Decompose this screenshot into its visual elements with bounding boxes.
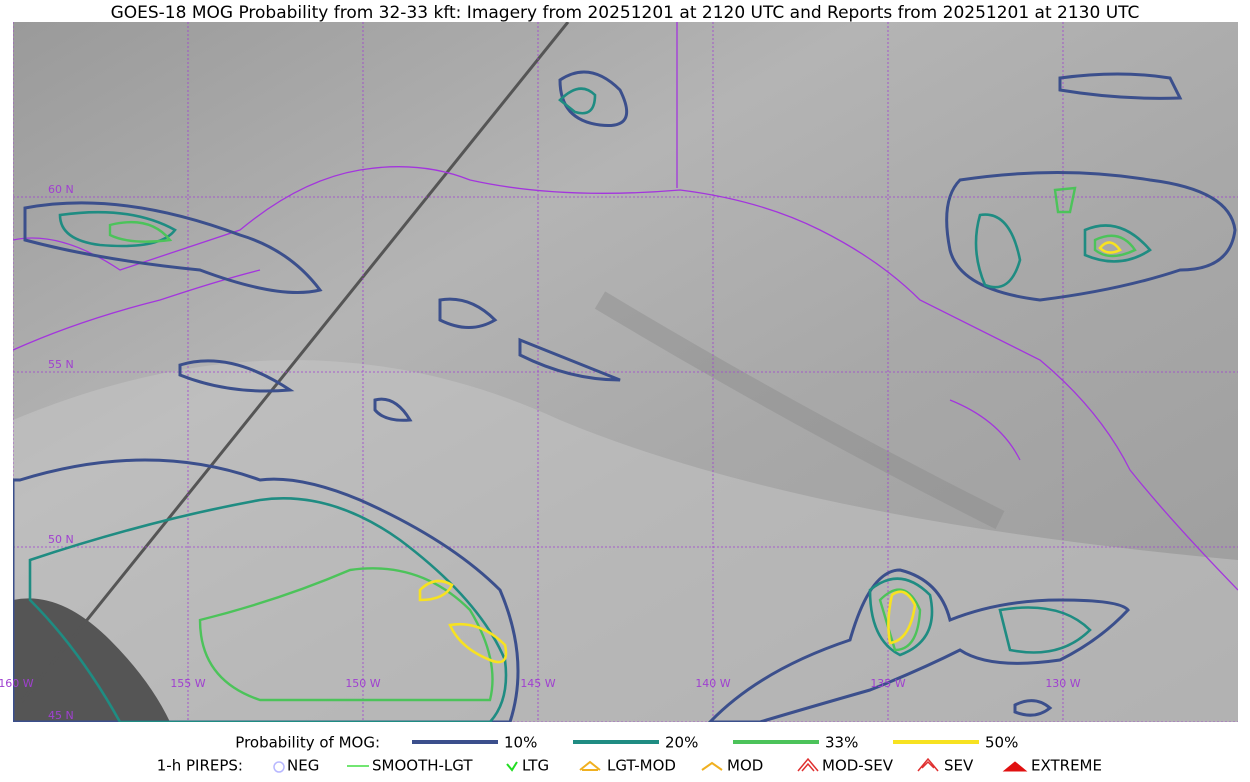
legend-label: MOD-SEV: [822, 757, 894, 775]
contour: [448, 622, 508, 664]
lon-label: 150 W: [345, 677, 380, 690]
contour: [887, 590, 917, 645]
legend-label: NEG: [287, 757, 319, 775]
legend-label: SEV: [944, 757, 974, 775]
scan-edge: [13, 22, 570, 713]
contour: [998, 606, 1092, 654]
pirep-icon: [797, 757, 819, 772]
contour: [438, 297, 498, 329]
legend-label: 50%: [985, 734, 1018, 752]
contour: [558, 70, 629, 128]
contour: [558, 87, 597, 115]
lon-label: 145 W: [520, 677, 555, 690]
contour: [108, 221, 173, 243]
contour: [868, 577, 934, 657]
lon-label: 160 W: [0, 677, 34, 690]
pirep-icon: [701, 761, 723, 771]
legend-label: LTG: [522, 757, 549, 775]
contour: [1093, 234, 1137, 258]
contour: [373, 397, 413, 422]
coastline: [949, 399, 1021, 461]
legend-label: LGT-MOD: [607, 757, 676, 775]
contour: [178, 359, 295, 393]
contour: [28, 497, 508, 722]
lon-label: 140 W: [695, 677, 730, 690]
legend-label: 10%: [504, 734, 537, 752]
contour: [1058, 72, 1183, 100]
contour: [418, 579, 454, 602]
lat-label: 60 N: [48, 183, 74, 196]
pirep-icon: [579, 760, 601, 771]
lat-label: 55 N: [48, 358, 74, 371]
coastline: [13, 269, 261, 351]
dark-region: [13, 598, 170, 722]
lat-label: 50 N: [48, 533, 74, 546]
contour: [945, 171, 1237, 302]
contour: [518, 337, 621, 382]
legend-label: EXTREME: [1031, 757, 1102, 775]
legend-label: SMOOTH-LGT: [372, 757, 473, 775]
contour: [198, 567, 494, 702]
legend-label: MOD: [727, 757, 763, 775]
contour: [878, 588, 922, 652]
pirep-icon: [1002, 761, 1028, 772]
lon-label: 130 W: [1045, 677, 1080, 690]
contour: [1013, 699, 1053, 717]
legend: Probability of MOG: 10% 20% 33% 50% 1-h PIREP…: [157, 734, 1102, 775]
contour: [1053, 186, 1077, 214]
contour: [707, 568, 1130, 722]
legend-heading: 1-h PIREPS:: [157, 757, 243, 775]
contour: [1098, 241, 1122, 254]
lat-label: 45 N: [48, 709, 74, 722]
contour: [13, 458, 520, 722]
legend-heading: Probability of MOG:: [235, 734, 380, 752]
coastline: [13, 166, 1238, 591]
lon-label: 135 W: [870, 677, 905, 690]
dry-band: [594, 291, 1005, 529]
lon-label: 155 W: [170, 677, 205, 690]
pirep-icon: [273, 761, 285, 773]
legend-label: 20%: [665, 734, 698, 752]
contour: [1083, 224, 1152, 263]
legend-label: 33%: [825, 734, 858, 752]
cloud-band: [13, 360, 1238, 722]
title: GOES-18 MOG Probability from 32-33 kft: …: [111, 3, 1140, 23]
contour: [23, 201, 323, 294]
graticule: [13, 22, 1238, 722]
contour: [974, 213, 1022, 289]
pirep-icon: [506, 761, 518, 772]
pirep-icon: [917, 757, 939, 772]
map: [13, 22, 1238, 722]
